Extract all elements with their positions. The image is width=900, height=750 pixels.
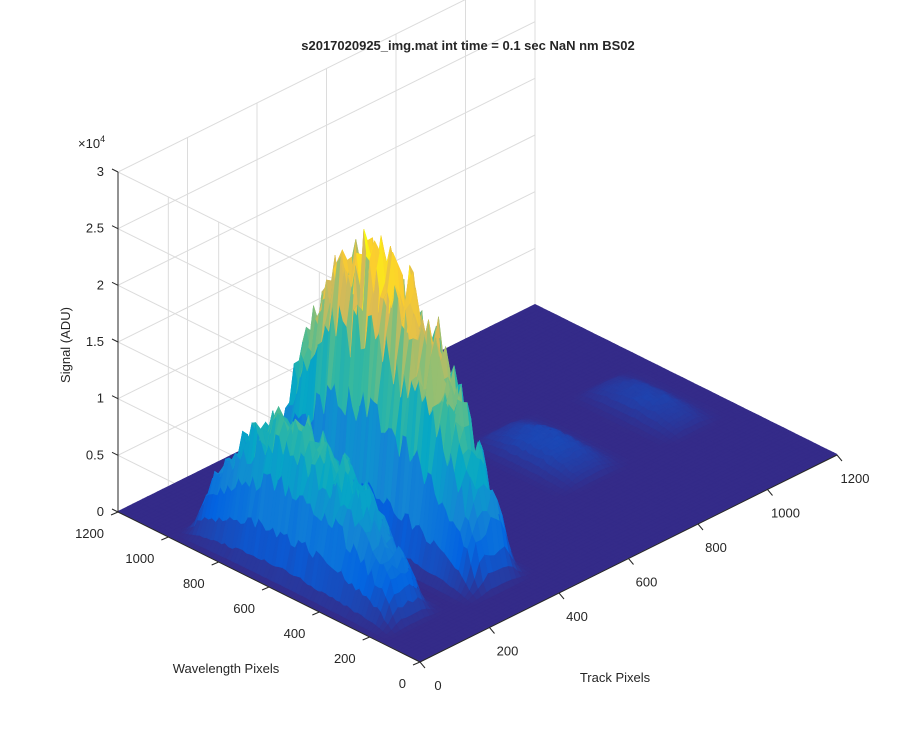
- surface-mesh: [117, 229, 838, 662]
